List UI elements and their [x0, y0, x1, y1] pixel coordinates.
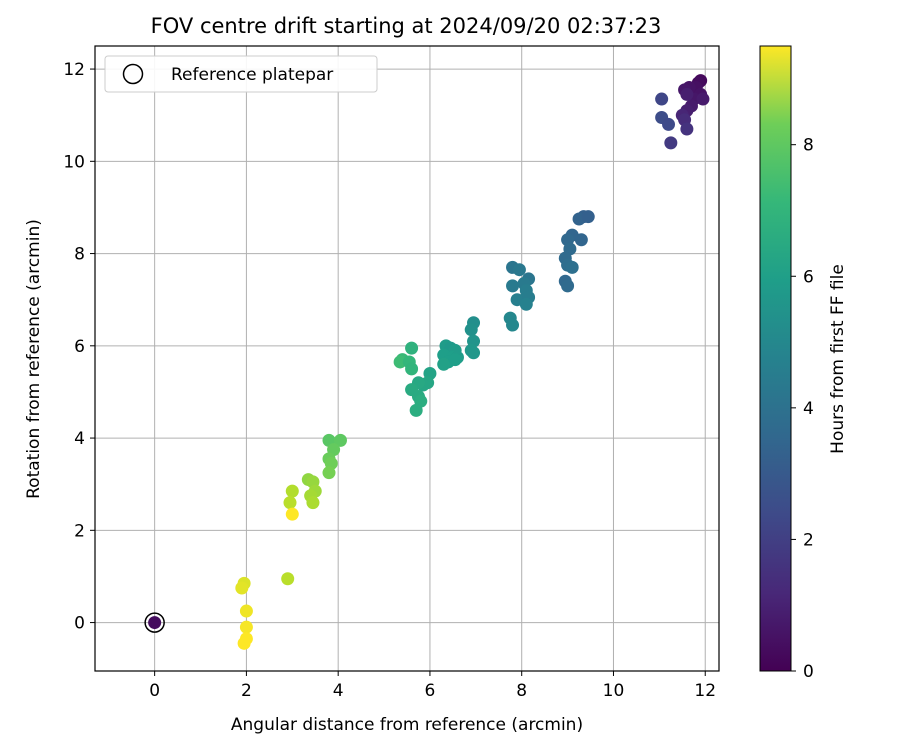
data-point — [565, 260, 579, 274]
colorbar-tick-label: 2 — [803, 530, 814, 550]
data-points — [144, 74, 710, 650]
data-point — [237, 636, 251, 650]
colorbar-tick-label: 6 — [803, 267, 814, 287]
data-point — [561, 279, 575, 293]
data-point — [405, 341, 419, 355]
data-point — [664, 136, 678, 150]
data-point — [306, 496, 320, 510]
data-point — [393, 355, 407, 369]
data-point — [333, 433, 347, 447]
data-point — [574, 233, 588, 247]
colorbar: 0 2 4 6 8 Hours from first FF file — [759, 45, 848, 682]
data-point — [506, 279, 520, 293]
x-tick-label: 0 — [149, 681, 160, 701]
data-point — [680, 122, 694, 136]
data-point — [437, 357, 451, 371]
data-point — [680, 87, 694, 101]
x-tick-label: 12 — [694, 681, 716, 701]
x-tick-label: 6 — [425, 681, 436, 701]
data-point — [285, 484, 299, 498]
data-point — [235, 581, 249, 595]
data-point — [581, 210, 595, 224]
legend-box — [104, 55, 378, 93]
data-point — [409, 403, 423, 417]
legend-marker-icon — [122, 63, 144, 85]
data-point — [655, 92, 669, 106]
data-point — [506, 318, 520, 332]
y-tick-label: 2 — [74, 521, 85, 541]
y-tick-label: 8 — [74, 245, 85, 265]
y-axis-label: Rotation from reference (arcmin) — [24, 219, 44, 499]
x-tick-label: 10 — [603, 681, 625, 701]
data-point — [281, 572, 295, 586]
data-point — [448, 353, 462, 367]
legend-label: Reference platepar — [171, 65, 333, 85]
data-point — [467, 346, 481, 360]
data-point — [696, 92, 710, 106]
y-tick-label: 10 — [63, 152, 85, 172]
legend: Reference platepar — [104, 55, 378, 93]
data-point — [148, 616, 162, 630]
colorbar-tick-label: 4 — [803, 399, 814, 419]
grid-lines — [95, 46, 719, 671]
data-point — [285, 507, 299, 521]
data-point — [239, 604, 253, 618]
x-tick-label: 2 — [241, 681, 252, 701]
x-tick-label: 8 — [516, 681, 527, 701]
data-point — [322, 466, 336, 480]
x-tick-label: 4 — [333, 681, 344, 701]
y-axis-ticks: 0 2 4 6 8 10 12 — [63, 60, 95, 634]
reference-marker — [144, 612, 165, 633]
data-point — [519, 297, 533, 311]
x-axis-ticks: 0 2 4 6 8 10 12 — [149, 671, 716, 701]
data-point — [283, 496, 297, 510]
data-point — [239, 620, 253, 634]
colorbar-label: Hours from first FF file — [828, 264, 848, 454]
plot-frame — [94, 45, 720, 672]
data-point — [405, 362, 419, 376]
y-tick-label: 6 — [74, 337, 85, 357]
colorbar-tick-label: 8 — [803, 136, 814, 156]
colorbar-ticks: 0 2 4 6 8 — [791, 136, 814, 682]
chart-title: FOV centre drift starting at 2024/09/20 … — [151, 14, 662, 38]
colorbar-tick-label: 0 — [803, 662, 814, 682]
x-axis-label: Angular distance from reference (arcmin) — [231, 715, 583, 735]
y-tick-label: 12 — [63, 60, 85, 80]
y-tick-label: 0 — [74, 614, 85, 634]
colorbar-gradient — [759, 45, 792, 672]
data-point — [464, 323, 478, 337]
data-point — [512, 263, 526, 277]
data-point — [662, 117, 676, 131]
y-tick-label: 4 — [74, 429, 85, 449]
